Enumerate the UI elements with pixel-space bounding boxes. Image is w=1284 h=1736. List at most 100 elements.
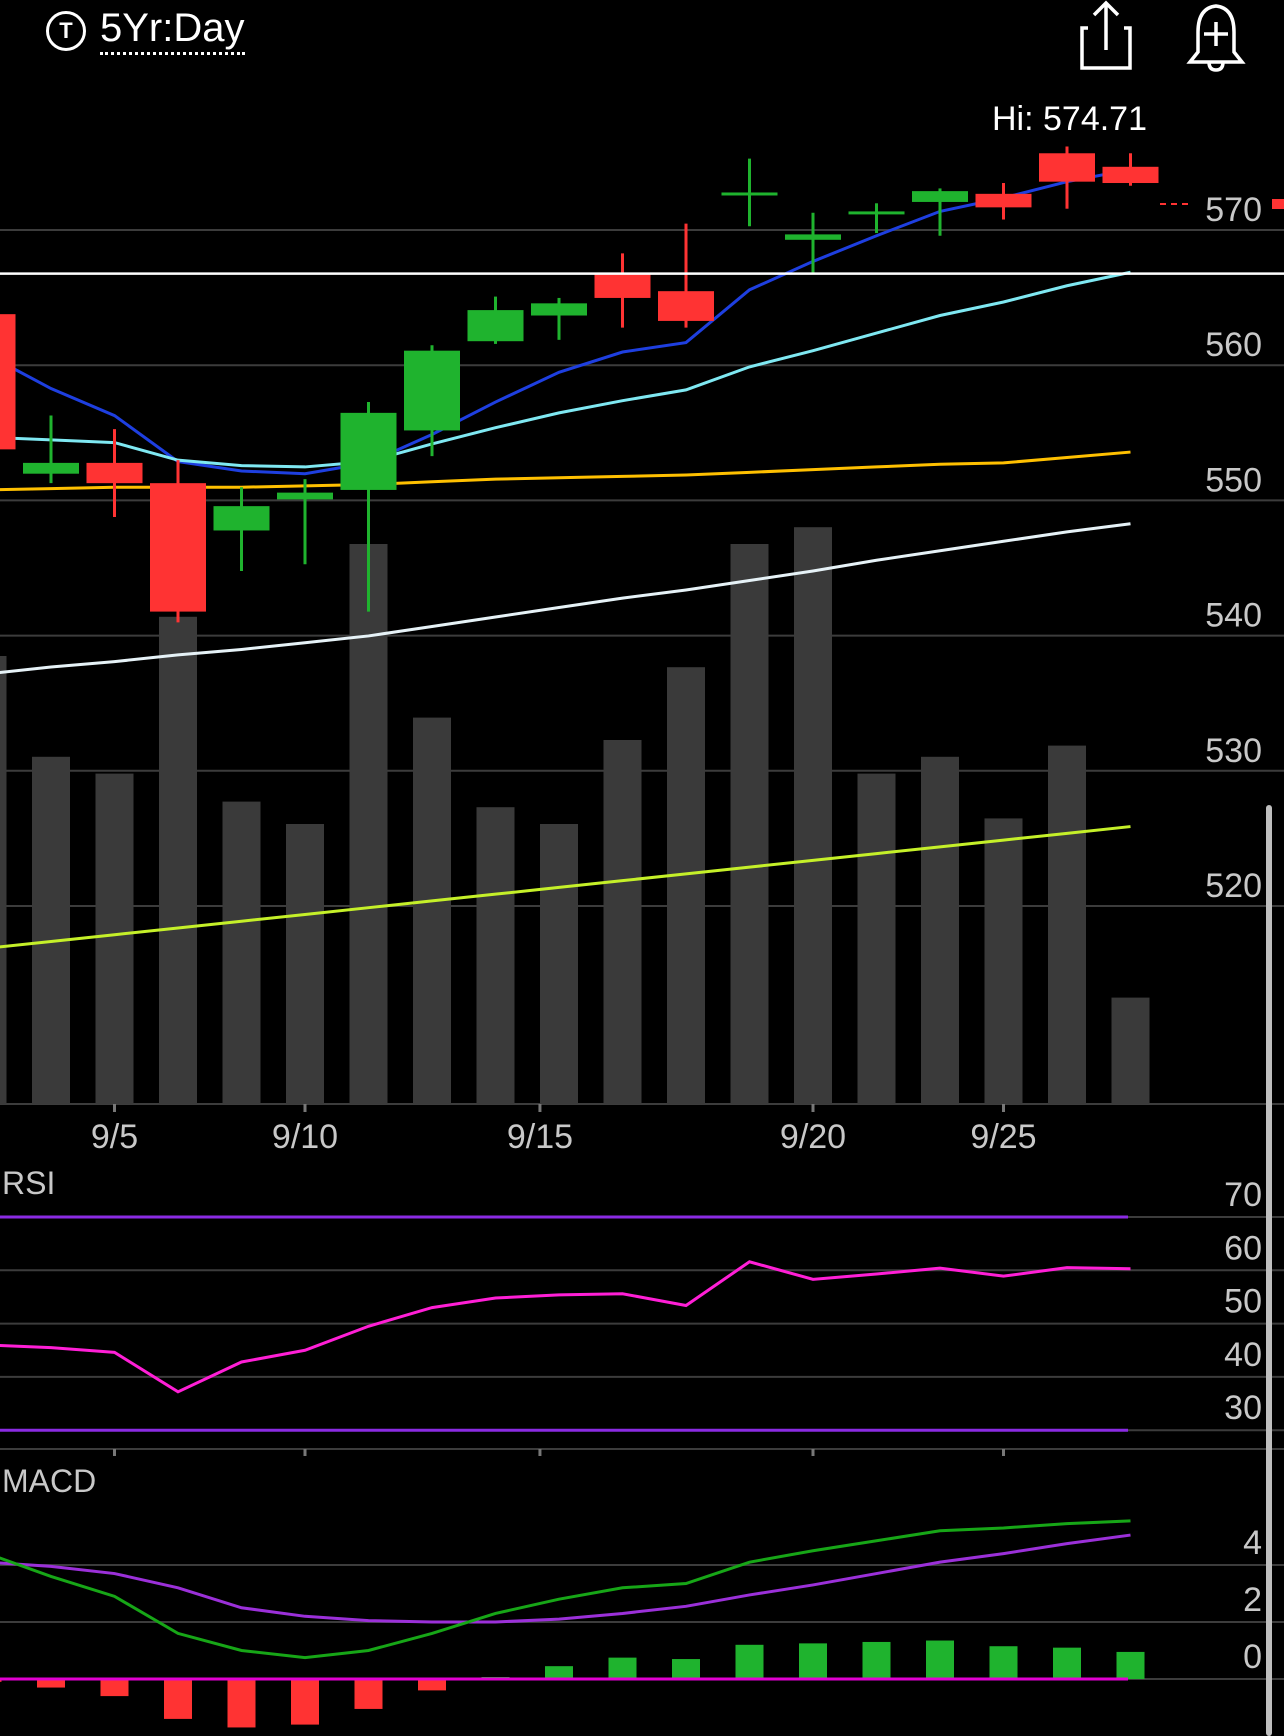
macd-axis-label: 4 [1243,1524,1262,1562]
macd-axis-label: 0 [1243,1638,1262,1676]
candle-up[interactable] [531,297,587,340]
macd-histogram-bar [291,1679,319,1725]
candle-down[interactable] [1102,153,1159,186]
macd-histogram-bar [862,1641,891,1679]
candle-up[interactable] [848,203,905,234]
x-axis-label: 9/10 [272,1118,338,1156]
last-price-marker [1272,199,1284,209]
rsi-line [0,1260,1131,1394]
macd-histogram-bar [989,1646,1018,1679]
candle-down[interactable] [1039,146,1095,209]
moving-average-line [0,825,1131,949]
candle-body [86,462,143,484]
share-icon [1080,0,1132,70]
candle-body [975,193,1032,208]
candle-up[interactable] [23,415,79,484]
candle-body [721,192,778,196]
volume-bar [794,527,832,1104]
candle-body [23,462,79,474]
candle-body [785,234,841,240]
price-axis-label: 550 [1205,461,1262,499]
candle-up[interactable] [721,158,778,227]
t-circle-icon: T [46,10,86,51]
candle-body [213,506,270,531]
vertical-scrollbar[interactable] [1266,805,1272,1736]
rsi-title: RSI [2,1165,55,1201]
candle-up[interactable] [277,479,333,565]
moving-average-line [0,168,1131,476]
candle-body [404,350,460,431]
macd-histogram-bar [926,1640,954,1679]
macd-histogram-bar [418,1679,446,1691]
candle-up[interactable] [340,402,397,612]
macd-axis-label: 2 [1243,1581,1262,1619]
candle-body [1102,166,1159,184]
macd-histogram-bar [227,1679,256,1728]
candle-down[interactable] [150,460,206,623]
x-axis-label: 9/25 [970,1118,1036,1156]
macd-title: MACD [2,1463,96,1499]
candle-up[interactable] [912,188,968,236]
candle-body [277,492,333,500]
candle-body [531,303,587,316]
candle-up[interactable] [467,296,524,344]
rsi-axis-label: 40 [1224,1336,1262,1374]
hi-label: Hi: 574.71 [992,100,1147,138]
chart-header: T 5Yr:Day [0,0,1284,90]
volume-bar [413,717,451,1104]
candle-body [0,314,16,450]
candle-up[interactable] [213,487,270,572]
volume-bar [159,616,197,1104]
range-label: 5Yr:Day [100,6,245,55]
macd-histogram-bar [100,1679,129,1697]
add-alert-bell-icon [1186,4,1246,72]
macd-histogram-bar [1116,1651,1145,1679]
volume-bar [540,824,578,1104]
range-selector[interactable]: T 5Yr:Day [46,6,245,55]
candle-up[interactable] [785,212,841,274]
candle-down[interactable] [594,253,651,328]
candle-body [594,273,651,298]
volume-bar [984,818,1023,1104]
price-axis-label: 520 [1205,867,1262,905]
volume-bar [921,756,959,1104]
macd-histogram-bar [608,1657,637,1679]
candle-down[interactable] [0,314,16,450]
macd-histogram-bar [1053,1647,1081,1679]
rsi-axis-label: 30 [1224,1389,1262,1427]
volume-bar [1048,745,1086,1104]
volume-bar [730,544,769,1104]
macd-histogram-bar [672,1659,700,1679]
candle-up[interactable] [404,345,460,457]
volume-bar [286,824,324,1104]
volume-bar [1111,997,1150,1104]
price-axis-label: 560 [1205,326,1262,364]
x-axis-label: 9/20 [780,1118,846,1156]
share-button[interactable] [1070,0,1142,80]
macd-histogram-bar [799,1643,827,1679]
volume-bar [0,656,7,1104]
volume-bar [222,801,261,1104]
macd-signal-line [0,1533,1131,1624]
macd-histogram-bar [37,1679,65,1688]
candle-body [658,291,714,321]
rsi-axis-label: 50 [1224,1283,1262,1321]
candle-down[interactable] [975,183,1032,220]
macd-histogram-bar [164,1679,192,1719]
volume-bar [476,807,515,1104]
candle-body [150,483,206,612]
price-axis-label: 540 [1205,597,1262,635]
candle-body [340,412,397,490]
add-alert-button[interactable] [1180,0,1252,80]
x-axis-label: 9/15 [507,1118,573,1156]
candle-body [848,211,905,215]
candle-down[interactable] [658,223,714,328]
candle-body [467,310,524,342]
macd-histogram-bar [735,1644,764,1679]
volume-bar [32,756,70,1104]
volume-bar [95,773,134,1104]
candle-body [912,191,968,202]
macd-line [0,1519,1131,1660]
candle-down[interactable] [86,429,143,517]
